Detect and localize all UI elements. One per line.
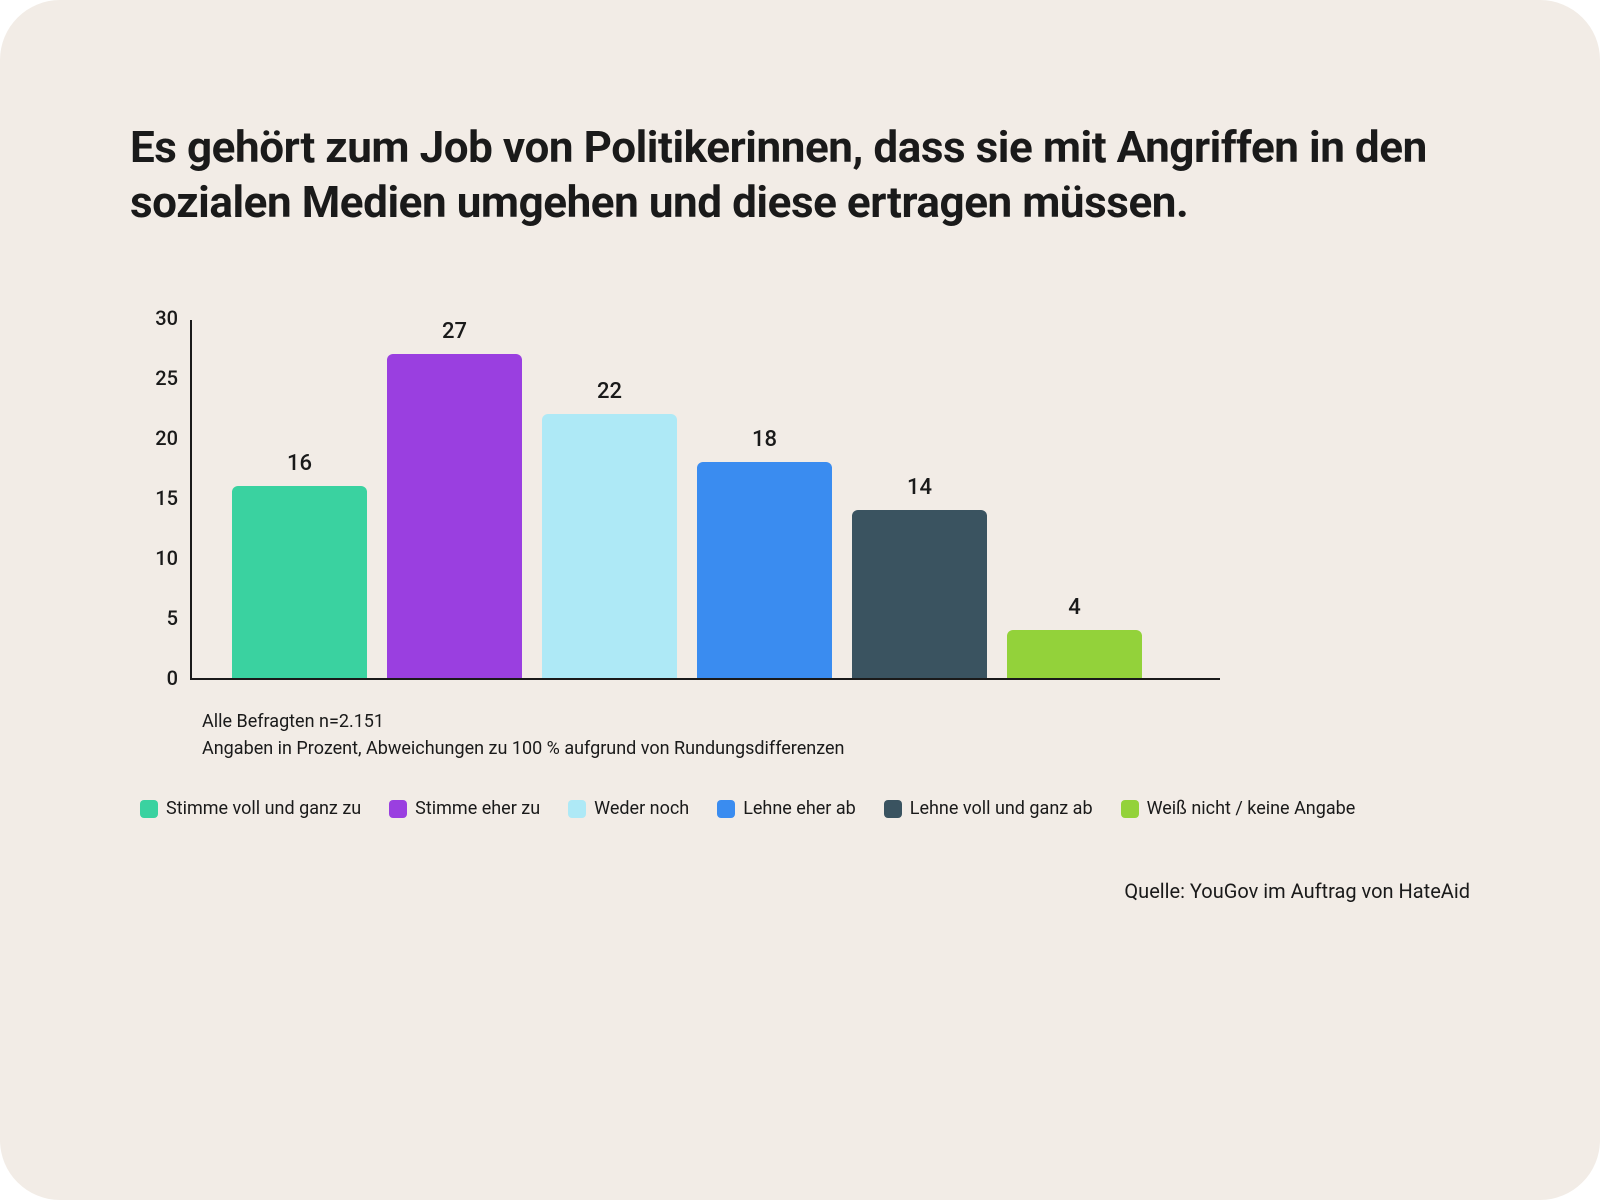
chart-footnotes: Alle Befragten n=2.151Angaben in Prozent… — [202, 708, 1470, 762]
legend-swatch — [389, 800, 407, 818]
legend-item: Weder noch — [568, 798, 689, 819]
legend-item: Stimme voll und ganz zu — [140, 798, 361, 819]
bar-value-label: 27 — [442, 319, 467, 354]
legend-item: Lehne voll und ganz ab — [884, 798, 1093, 819]
chart-title: Es gehört zum Job von Politikerinnen, da… — [130, 120, 1470, 230]
legend-label: Weiß nicht / keine Angabe — [1147, 798, 1356, 819]
chart-source: Quelle: YouGov im Auftrag von HateAid — [130, 879, 1470, 903]
bar-chart: 05101520253016272218144 — [130, 320, 1220, 680]
bar-value-label: 14 — [907, 475, 932, 510]
plot-area: 05101520253016272218144 — [190, 320, 1220, 680]
footnote-line: Alle Befragten n=2.151 — [202, 708, 1470, 735]
bar-value-label: 4 — [1068, 595, 1081, 630]
legend-label: Lehne voll und ganz ab — [910, 798, 1093, 819]
bar-value-label: 18 — [752, 427, 777, 462]
bar: 18 — [697, 462, 832, 678]
bar-value-label: 22 — [597, 379, 622, 414]
legend-label: Stimme eher zu — [415, 798, 540, 819]
bar: 27 — [387, 354, 522, 678]
y-tick-label: 30 — [155, 306, 192, 330]
y-tick-label: 5 — [167, 606, 192, 630]
legend-item: Lehne eher ab — [717, 798, 856, 819]
bar: 16 — [232, 486, 367, 678]
legend-label: Stimme voll und ganz zu — [166, 798, 361, 819]
y-tick-label: 10 — [155, 546, 192, 570]
bar-value-label: 16 — [287, 451, 312, 486]
legend-item: Weiß nicht / keine Angabe — [1121, 798, 1356, 819]
legend-label: Lehne eher ab — [743, 798, 856, 819]
chart-legend: Stimme voll und ganz zu Stimme eher zu Wed… — [140, 798, 1470, 819]
legend-swatch — [717, 800, 735, 818]
bar: 22 — [542, 414, 677, 678]
legend-swatch — [884, 800, 902, 818]
y-tick-label: 0 — [167, 666, 192, 690]
bar: 14 — [852, 510, 987, 678]
legend-swatch — [140, 800, 158, 818]
y-tick-label: 25 — [155, 366, 192, 390]
legend-swatch — [568, 800, 586, 818]
legend-swatch — [1121, 800, 1139, 818]
y-tick-label: 20 — [155, 426, 192, 450]
bar: 4 — [1007, 630, 1142, 678]
chart-wrap: 05101520253016272218144 Alle Befragten n… — [130, 320, 1470, 819]
y-tick-label: 15 — [155, 486, 192, 510]
legend-label: Weder noch — [594, 798, 689, 819]
legend-item: Stimme eher zu — [389, 798, 540, 819]
footnote-line: Angaben in Prozent, Abweichungen zu 100 … — [202, 735, 1470, 762]
chart-card: Es gehört zum Job von Politikerinnen, da… — [0, 0, 1600, 1200]
